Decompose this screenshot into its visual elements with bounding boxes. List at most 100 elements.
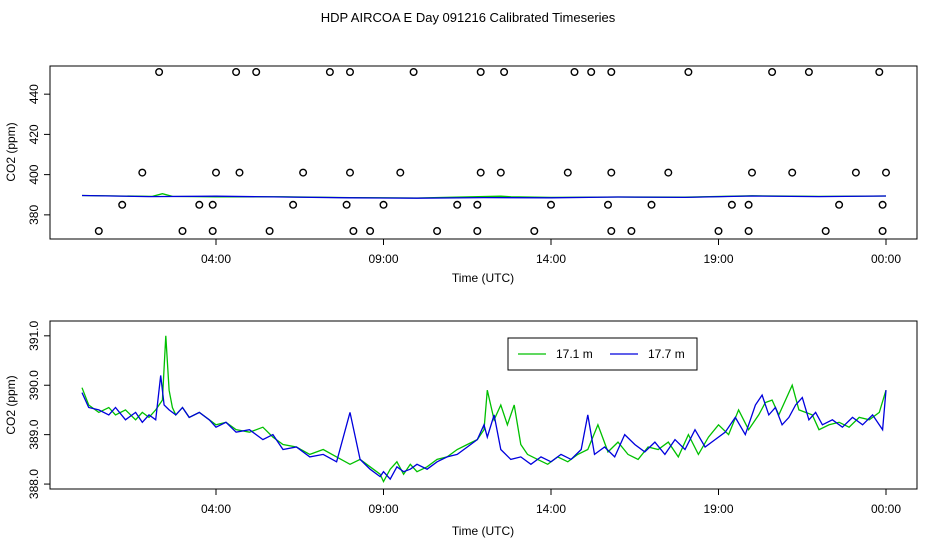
top-series-line-1 (81, 194, 887, 199)
bottom-y-tick-label: 390.0 (27, 370, 41, 400)
top-x-axis: 04:00 09:00 14:00 19:00 00:00 (201, 239, 901, 266)
top-x-tick-label: 00:00 (871, 252, 901, 266)
top-series-lines (81, 193, 887, 199)
chart-title: HDP AIRCOA E Day 091216 Calibrated Times… (320, 10, 616, 25)
calibration-point (727, 200, 736, 209)
calibration-point (607, 67, 616, 76)
calibration-point (744, 200, 753, 209)
top-y-tick-label: 420 (27, 124, 41, 144)
calibration-point (570, 67, 579, 76)
bottom-x-tick-label: 00:00 (871, 502, 901, 516)
calibration-point (208, 226, 217, 235)
calibration-point (195, 200, 204, 209)
bottom-series-line-1 (81, 375, 887, 481)
calibration-point (587, 67, 596, 76)
calibration-point (379, 200, 388, 209)
calibration-point (835, 200, 844, 209)
calibration-point (232, 67, 241, 76)
bottom-x-tick-label: 09:00 (368, 502, 398, 516)
calibration-point (178, 226, 187, 235)
calibration-point (647, 200, 656, 209)
top-x-axis-label: Time (UTC) (452, 271, 514, 285)
bottom-y-axis: 388.0 389.0 390.0 391.0 (27, 320, 50, 499)
bottom-y-tick-label: 389.0 (27, 419, 41, 449)
calibration-point (851, 168, 860, 177)
calibration-point (748, 168, 757, 177)
bottom-plot-frame (49, 320, 918, 490)
top-y-axis: 380 400 420 440 (27, 84, 50, 225)
calibration-point (804, 67, 813, 76)
calibration-point (878, 200, 887, 209)
bottom-y-tick-label: 388.0 (27, 469, 41, 499)
calibration-point (604, 200, 613, 209)
calibration-point (211, 168, 220, 177)
calibration-point (325, 67, 334, 76)
bottom-x-tick-label: 04:00 (201, 502, 231, 516)
bottom-y-axis-label: CO2 (ppm) (4, 375, 18, 434)
calibration-point (252, 67, 261, 76)
calibration-point (473, 200, 482, 209)
calibration-point (563, 168, 572, 177)
calibration-point (476, 67, 485, 76)
calibration-point (664, 168, 673, 177)
calibration-point (496, 168, 505, 177)
calibration-point (684, 67, 693, 76)
calibration-point (155, 67, 164, 76)
top-x-tick-label: 04:00 (201, 252, 231, 266)
top-x-tick-label: 09:00 (368, 252, 398, 266)
bottom-x-axis: 04:00 09:00 14:00 19:00 00:00 (201, 489, 901, 516)
calibration-point (875, 67, 884, 76)
calibration-point (788, 168, 797, 177)
top-y-tick-label: 380 (27, 205, 41, 225)
calibration-point (530, 226, 539, 235)
calibration-point (476, 168, 485, 177)
calibration-point (396, 168, 405, 177)
bottom-x-tick-label: 14:00 (536, 502, 566, 516)
calibration-point (409, 67, 418, 76)
calibration-point (289, 200, 298, 209)
calibration-point (714, 226, 723, 235)
bottom-y-tick-label: 391.0 (27, 320, 41, 350)
calibration-point (118, 200, 127, 209)
bottom-x-axis-label: Time (UTC) (452, 524, 514, 538)
calibration-point (138, 168, 147, 177)
legend: 17.1 m 17.7 m (507, 337, 698, 371)
legend-label-17-7m: 17.7 m (648, 347, 685, 361)
top-y-tick-label: 440 (27, 84, 41, 104)
top-panel: 04:00 09:00 14:00 19:00 00:00 380 400 420 440 T… (4, 65, 918, 285)
bottom-panel: 04:00 09:00 14:00 19:00 00:00 388.0 389.0 390.… (4, 320, 918, 538)
calibration-point (235, 168, 244, 177)
calibration-point (453, 200, 462, 209)
bottom-x-tick-label: 19:00 (703, 502, 733, 516)
calibration-point (346, 67, 355, 76)
calibration-point (265, 226, 274, 235)
calibration-point (607, 168, 616, 177)
top-calibration-points (94, 67, 891, 235)
top-plot-frame (49, 65, 918, 240)
calibration-point (94, 226, 103, 235)
calibration-point (366, 226, 375, 235)
calibration-point (882, 168, 891, 177)
calibration-point (547, 200, 556, 209)
calibration-point (768, 67, 777, 76)
top-y-axis-label: CO2 (ppm) (4, 122, 18, 181)
legend-label-17-1m: 17.1 m (556, 347, 593, 361)
calibration-point (342, 200, 351, 209)
top-x-tick-label: 14:00 (536, 252, 566, 266)
calibration-point (473, 226, 482, 235)
calibration-point (433, 226, 442, 235)
calibration-point (299, 168, 308, 177)
top-y-tick-label: 400 (27, 164, 41, 184)
calibration-point (878, 226, 887, 235)
bottom-series-lines (81, 335, 887, 484)
calibration-point (821, 226, 830, 235)
calibration-point (744, 226, 753, 235)
calibration-point (607, 226, 616, 235)
calibration-point (208, 200, 217, 209)
calibration-point (500, 67, 509, 76)
top-x-tick-label: 19:00 (703, 252, 733, 266)
bottom-series-line-0 (81, 335, 887, 484)
calibration-point (349, 226, 358, 235)
legend-box (507, 337, 698, 371)
